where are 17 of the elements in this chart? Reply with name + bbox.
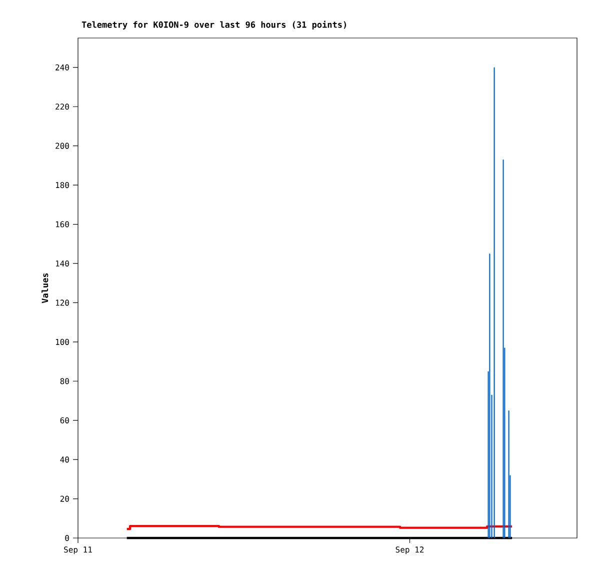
x-tick-label: Sep 12 [396,546,424,554]
y-tick-label: 100 [56,338,69,345]
y-tick-label: 220 [56,104,69,110]
y-tick-label: 240 [56,64,69,70]
y-axis-title: Values [42,273,48,304]
y-tick-label: 60 [60,417,69,424]
x-tick-label: Sep 11 [64,546,92,554]
y-tick-label: 200 [56,142,69,149]
y-tick-label: 80 [60,378,69,384]
y-tick-label: 160 [56,221,69,228]
chart-title: Telemetry for K0ION-9 over last 96 hours (31 points) [82,20,346,30]
y-tick-label: 120 [56,300,69,306]
y-tick-label: 40 [60,456,69,463]
y-tick-label: 20 [60,496,69,502]
y-tick-label: 180 [56,182,69,188]
y-tick-label: 140 [56,260,69,267]
y-tick-label: 0 [65,534,69,542]
